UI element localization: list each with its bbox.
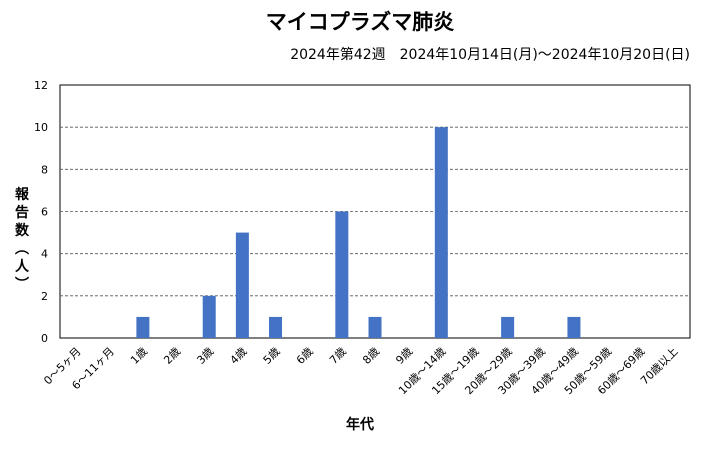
y-tick-label: 8 <box>41 163 48 176</box>
chart-subtitle: 2024年第42週 2024年10月14日(月)～2024年10月20日(日) <box>290 47 690 63</box>
x-tick-label: 7歳 <box>327 345 349 367</box>
y-tick-label: 12 <box>34 79 48 92</box>
x-axis-label: 年代 <box>346 417 374 433</box>
bar <box>501 316 515 338</box>
bar <box>335 211 349 338</box>
x-tick-label: 2歳 <box>161 345 183 367</box>
x-tick-label: 6歳 <box>294 345 316 367</box>
chart-title: マイコプラズマ肺炎 <box>265 10 455 34</box>
y-tick-label: 6 <box>41 206 48 219</box>
x-tick-label: 1歳 <box>128 345 150 367</box>
y-tick-label: 2 <box>41 290 48 303</box>
y-tick-label: 4 <box>41 248 48 261</box>
bar <box>368 316 382 338</box>
x-tick-label: 5歳 <box>261 345 283 367</box>
x-tick-label: 4歳 <box>228 345 250 367</box>
y-axis-label: 報告数 ︵ 人 ︶ <box>15 187 29 293</box>
bar <box>567 316 581 338</box>
x-tick-label: 9歳 <box>393 345 415 367</box>
bar <box>235 232 249 338</box>
x-tick-label: 3歳 <box>194 345 216 367</box>
bar <box>434 127 448 339</box>
bar <box>269 316 283 338</box>
x-tick-label: 8歳 <box>360 345 382 367</box>
bar <box>136 316 150 338</box>
bar <box>202 295 216 338</box>
y-tick-label: 10 <box>34 121 48 134</box>
y-tick-label: 0 <box>41 332 48 345</box>
